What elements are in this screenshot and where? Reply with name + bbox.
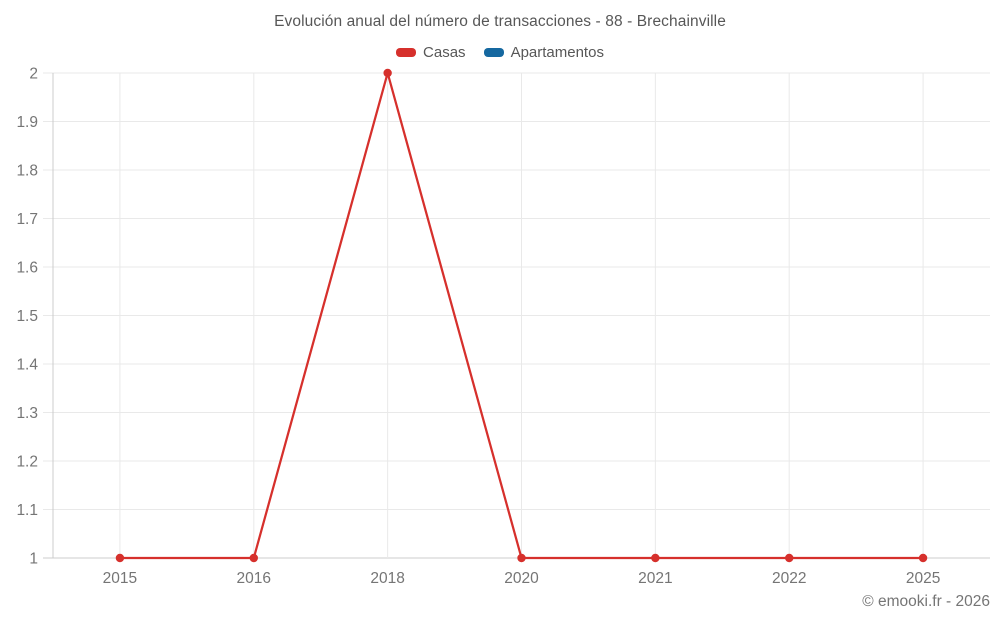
y-axis-label: 1.9	[16, 114, 38, 131]
chart-title: Evolución anual del número de transaccio…	[274, 13, 726, 30]
casas-point-2021[interactable]	[651, 553, 660, 563]
y-axis-label: 1.5	[16, 308, 38, 325]
casas-point-2015[interactable]	[115, 553, 125, 563]
x-axis-label: 2020	[504, 570, 539, 587]
y-axis-label: 1.1	[16, 502, 38, 519]
x-axis-label: 2016	[237, 570, 271, 587]
y-axis-label: 2	[29, 66, 38, 83]
y-axis-label: 1.3	[16, 405, 38, 422]
x-axis-label: 2021	[638, 570, 672, 587]
casas-legend-label: Casas	[423, 44, 466, 61]
x-axis-label: 2022	[772, 570, 806, 587]
apartamentos-swatch-icon	[483, 48, 504, 57]
x-axis-label: 2015	[103, 570, 137, 587]
casas-point-2025[interactable]	[918, 553, 928, 563]
x-axis-label: 2018	[370, 570, 404, 587]
y-axis-label: 1.6	[16, 260, 38, 277]
apartamentos-legend-label: Apartamentos	[510, 44, 604, 61]
copyright-text: © emooki.fr - 2026	[862, 593, 990, 610]
y-axis-label: 1.4	[16, 357, 38, 374]
legend-item-casas[interactable]: Casas	[396, 44, 466, 61]
y-axis-label: 1.8	[16, 163, 38, 180]
casas-point-2022[interactable]	[785, 553, 794, 563]
x-axis-label: 2025	[906, 570, 940, 587]
casas-point-2020[interactable]	[517, 553, 526, 563]
legend-item-apartamentos[interactable]: Apartamentos	[483, 44, 604, 61]
legend: Casas Apartamentos	[0, 44, 1000, 61]
casas-point-2016[interactable]	[249, 553, 258, 563]
y-axis-label: 1.7	[16, 211, 38, 228]
casas-swatch-icon	[396, 48, 417, 57]
casas-point-2018[interactable]	[383, 68, 392, 78]
y-axis-label: 1.2	[16, 454, 38, 471]
y-axis-label: 1	[29, 551, 38, 568]
